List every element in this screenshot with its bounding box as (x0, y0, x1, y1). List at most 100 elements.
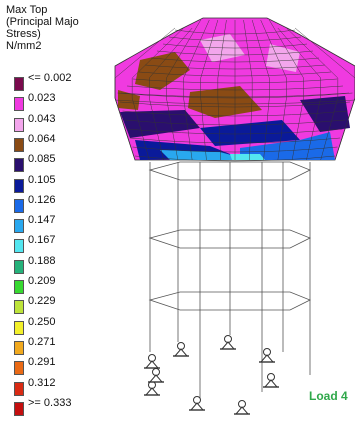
support-icon (173, 342, 189, 357)
legend-item: 0.271 (14, 336, 104, 357)
legend-label: <= 0.002 (28, 72, 72, 84)
legend-swatch (14, 401, 24, 416)
mesh-line (243, 19, 253, 161)
legend-swatch (14, 137, 24, 152)
mesh-line (149, 27, 193, 161)
legend-swatch (14, 158, 24, 173)
legend-item: <= 0.002 (14, 72, 104, 93)
mesh-line (294, 27, 355, 161)
ring-beam (148, 291, 311, 311)
legend-swatch (14, 320, 24, 335)
legend-label: 0.188 (28, 254, 56, 267)
legend-item: 0.250 (14, 316, 104, 337)
stress-contour (188, 86, 262, 118)
legend-item: 0.188 (14, 255, 104, 276)
legend-label: 0.167 (28, 234, 56, 247)
legend-swatch (14, 381, 24, 396)
legend-swatch (14, 198, 24, 213)
support-icon (263, 373, 279, 388)
support-frame (148, 161, 311, 398)
mesh-line (119, 101, 351, 108)
ring-beam (148, 161, 311, 181)
mesh-line (269, 19, 304, 161)
mesh-line (126, 85, 344, 91)
support-icon (189, 396, 205, 411)
legend-item: >= 0.333 (14, 397, 104, 418)
legend-item: 0.167 (14, 234, 104, 255)
mesh-line (129, 137, 341, 144)
legend-item: 0.209 (14, 275, 104, 296)
legend-item: 0.147 (14, 214, 104, 235)
mesh-line (183, 19, 210, 161)
mesh-line (114, 99, 355, 105)
mesh-line (132, 78, 338, 84)
stress-contour (120, 110, 200, 138)
mesh-line (286, 27, 339, 161)
mesh-line (127, 128, 343, 135)
legend-label: 0.209 (28, 275, 56, 287)
legend-item: 0.085 (14, 153, 104, 174)
support-icon (234, 400, 250, 415)
legend-swatch (14, 259, 24, 274)
mesh-grid (114, 19, 355, 162)
legend-title-line: Stress) (6, 28, 41, 40)
legend-item: 0.105 (14, 174, 104, 195)
legend-label: 0.250 (28, 315, 56, 328)
mesh-line (132, 146, 338, 153)
legend-item: 0.229 (14, 295, 104, 316)
stress-contour (230, 154, 265, 160)
legend-swatch (14, 361, 24, 376)
legend-title: Max Top (Principal Majo Stress) N/mm2 (6, 4, 116, 52)
ring-beam (148, 229, 311, 249)
mesh-line (150, 57, 320, 63)
stress-contour (118, 90, 140, 110)
mesh-line (131, 27, 184, 161)
mesh-line (162, 43, 308, 49)
mesh-line (114, 27, 176, 161)
legend-title-line: Max Top (6, 4, 48, 16)
tank-mesh (114, 17, 355, 162)
mesh-line (124, 119, 346, 126)
support-icon (148, 368, 164, 383)
support-icon (220, 335, 236, 350)
legend-title-line: (Principal Majo (6, 16, 79, 28)
mesh-line (251, 19, 270, 161)
legend-item: 0.291 (14, 356, 104, 377)
load-case-label: Load 4 (309, 389, 348, 403)
legend-label: 0.085 (28, 153, 56, 166)
legend-label: >= 0.333 (28, 396, 72, 409)
legend-label: 0.291 (28, 356, 56, 369)
mesh-line (277, 27, 321, 161)
mesh-line (166, 19, 201, 161)
mesh-line (174, 29, 296, 35)
legend-swatch (14, 300, 24, 315)
legend-item: 0.064 (14, 133, 104, 154)
legend-swatch (14, 280, 24, 294)
support-icon (259, 348, 275, 363)
legend-title-line: N/mm2 (6, 40, 42, 52)
legend-label: 0.312 (28, 376, 56, 389)
legend-label: 0.147 (28, 214, 56, 227)
mesh-line (217, 19, 227, 161)
stress-contour (200, 120, 300, 146)
stress-contour (300, 96, 350, 132)
mesh-line (260, 19, 287, 161)
legend-swatch (14, 239, 24, 254)
legend-item: 0.126 (14, 194, 104, 215)
stress-contour (265, 88, 330, 128)
support-icon (144, 354, 160, 369)
legend-swatch (14, 77, 24, 91)
legend-swatch (14, 97, 24, 112)
mesh-line (200, 19, 219, 161)
legend-item: 0.043 (14, 113, 104, 134)
mesh-line (168, 36, 302, 42)
legend-swatch (14, 117, 24, 132)
support-icon (144, 381, 160, 396)
legend-swatch (14, 178, 24, 193)
legend-label: 0.105 (28, 173, 56, 186)
mesh-line (156, 50, 314, 56)
mesh-line (117, 92, 353, 99)
legend-label: 0.229 (28, 295, 56, 308)
legend-swatch (14, 340, 24, 355)
